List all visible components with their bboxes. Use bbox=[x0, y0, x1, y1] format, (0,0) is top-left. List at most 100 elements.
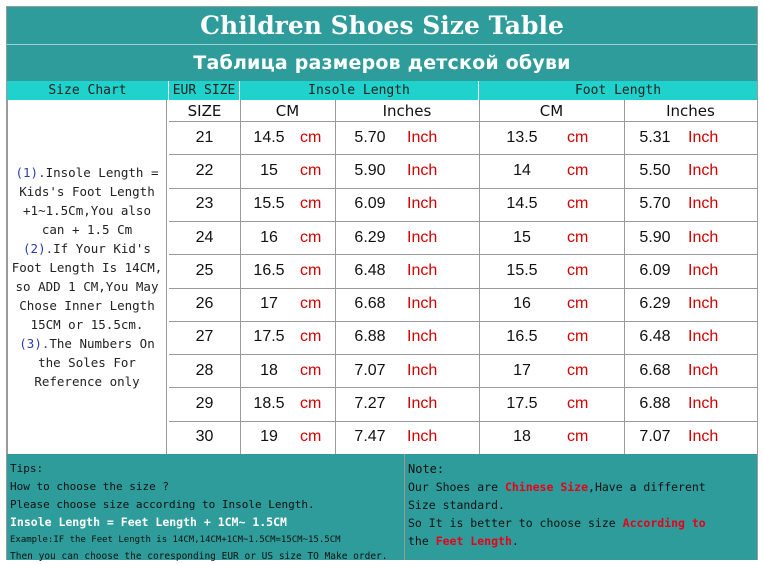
insole-in-unit: Inch bbox=[407, 328, 438, 346]
note-line-4-a: the bbox=[408, 534, 436, 548]
eur-size-cell: 28 bbox=[195, 361, 214, 379]
header-foot-inches: Inches bbox=[624, 100, 757, 121]
insole-cm-unit: cm bbox=[300, 195, 322, 213]
insole-in-value: 5.90 bbox=[354, 161, 386, 179]
row-divider bbox=[169, 121, 757, 122]
foot-cm-unit: cm bbox=[567, 395, 589, 413]
column-divider bbox=[479, 100, 480, 454]
header-insole-length: Insole Length bbox=[240, 81, 479, 100]
eur-size-cell: 24 bbox=[195, 228, 214, 246]
eur-size-cell: 29 bbox=[195, 395, 214, 413]
foot-cm-value: 17.5 bbox=[506, 395, 538, 413]
insole-in-unit: Inch bbox=[407, 428, 438, 446]
foot-cm-unit: cm bbox=[567, 428, 589, 446]
insole-cm-unit: cm bbox=[300, 228, 322, 246]
eur-size-cell: 25 bbox=[195, 261, 214, 279]
insole-cm-unit: cm bbox=[300, 261, 322, 279]
note-line-2: Size standard. bbox=[408, 498, 505, 512]
foot-in-unit: Inch bbox=[688, 128, 719, 146]
note-line-1-c: ,Have a different bbox=[588, 480, 706, 494]
eur-size-cell: 23 bbox=[195, 195, 214, 213]
insole-in-value: 7.47 bbox=[354, 428, 386, 446]
foot-cm-value: 13.5 bbox=[506, 128, 538, 146]
header-insole-inches: Inches bbox=[335, 100, 479, 121]
row-divider bbox=[169, 154, 757, 156]
insole-cm-value: 15 bbox=[260, 161, 278, 179]
note-2-text: If Your Kid's Foot Length Is 14CM, so AD… bbox=[11, 241, 163, 332]
insole-cm-unit: cm bbox=[300, 295, 322, 313]
insole-in-value: 7.27 bbox=[354, 395, 386, 413]
foot-cm-value: 16 bbox=[513, 295, 531, 313]
foot-in-value: 5.31 bbox=[639, 128, 671, 146]
column-divider bbox=[624, 100, 625, 454]
insole-cm-value: 16 bbox=[260, 228, 278, 246]
note-3-text: The Numbers On the Soles For Reference o… bbox=[34, 336, 155, 389]
foot-cm-value: 18 bbox=[513, 428, 531, 446]
header-foot-cm: CM bbox=[479, 100, 624, 121]
foot-cm-unit: cm bbox=[567, 228, 589, 246]
foot-in-value: 7.07 bbox=[639, 428, 671, 446]
tips-formula: Insole Length = Feet Length + 1CM~ 1.5CM bbox=[10, 515, 287, 529]
insole-in-value: 5.70 bbox=[354, 128, 386, 146]
foot-cm-value: 15 bbox=[513, 228, 531, 246]
row-divider bbox=[169, 287, 757, 289]
foot-in-value: 6.09 bbox=[639, 261, 671, 279]
note-feet-length: Feet Length bbox=[435, 534, 512, 548]
eur-size-cell: 21 bbox=[195, 128, 214, 146]
foot-cm-value: 14 bbox=[513, 161, 531, 179]
row-divider bbox=[169, 420, 757, 422]
foot-cm-unit: cm bbox=[567, 361, 589, 379]
insole-cm-value: 15.5 bbox=[253, 195, 285, 213]
insole-cm-value: 14.5 bbox=[253, 128, 285, 146]
note-panel: Note: Our Shoes are Chinese Size,Have a … bbox=[405, 454, 757, 560]
insole-in-unit: Inch bbox=[407, 395, 438, 413]
foot-in-unit: Inch bbox=[688, 195, 719, 213]
tips-panel: Tips: How to choose the size ? Please ch… bbox=[7, 454, 405, 562]
foot-cm-unit: cm bbox=[567, 128, 589, 146]
foot-in-value: 6.68 bbox=[639, 361, 671, 379]
foot-cm-value: 17 bbox=[513, 361, 531, 379]
eur-size-cell: 27 bbox=[195, 328, 214, 346]
insole-cm-unit: cm bbox=[300, 361, 322, 379]
header-insole-cm: CM bbox=[240, 100, 335, 121]
note-line-3: So It is better to choose size According… bbox=[408, 516, 706, 530]
foot-in-unit: Inch bbox=[688, 261, 719, 279]
foot-in-value: 6.29 bbox=[639, 295, 671, 313]
foot-in-unit: Inch bbox=[688, 228, 719, 246]
foot-in-unit: Inch bbox=[688, 295, 719, 313]
foot-cm-unit: cm bbox=[567, 261, 589, 279]
note-3-number: (3). bbox=[19, 336, 50, 351]
insole-in-unit: Inch bbox=[407, 128, 438, 146]
tips-example: Example:IF the Feet Length is 14CM,14CM+… bbox=[10, 535, 341, 545]
column-divider bbox=[240, 100, 241, 454]
insole-cm-unit: cm bbox=[300, 328, 322, 346]
tips-line-2: Please choose size according to Insole L… bbox=[10, 498, 315, 511]
note-label: Note: bbox=[408, 462, 445, 476]
row-divider bbox=[169, 387, 757, 389]
row-divider bbox=[169, 320, 757, 322]
insole-cm-unit: cm bbox=[300, 161, 322, 179]
insole-in-unit: Inch bbox=[407, 195, 438, 213]
insole-cm-unit: cm bbox=[300, 428, 322, 446]
row-divider bbox=[169, 187, 757, 189]
note-chinese-size: Chinese Size bbox=[504, 480, 589, 494]
foot-in-value: 5.90 bbox=[639, 228, 671, 246]
note-1-number: (1). bbox=[15, 165, 46, 180]
page-subtitle: Таблица размеров детской обуви bbox=[7, 45, 757, 81]
note-line-4: the Feet Length. bbox=[408, 534, 519, 548]
insole-in-unit: Inch bbox=[407, 361, 438, 379]
insole-in-unit: Inch bbox=[407, 228, 438, 246]
row-divider bbox=[169, 220, 757, 222]
insole-cm-value: 16.5 bbox=[253, 261, 285, 279]
tips-line-1: How to choose the size ? bbox=[10, 480, 169, 493]
size-chart-note: (1).Insole Length = Kids's Foot Length +… bbox=[7, 100, 167, 454]
tips-label: Tips: bbox=[10, 462, 44, 475]
tips-order: Then you can choose the coresponding EUR… bbox=[10, 551, 388, 562]
header-eur-size: EUR SIZE bbox=[169, 81, 240, 100]
insole-in-value: 7.07 bbox=[354, 361, 386, 379]
insole-in-unit: Inch bbox=[407, 161, 438, 179]
eur-size-cell: 30 bbox=[195, 428, 214, 446]
insole-cm-value: 19 bbox=[260, 428, 278, 446]
note-according-to: According to bbox=[622, 516, 706, 530]
foot-in-unit: Inch bbox=[688, 395, 719, 413]
